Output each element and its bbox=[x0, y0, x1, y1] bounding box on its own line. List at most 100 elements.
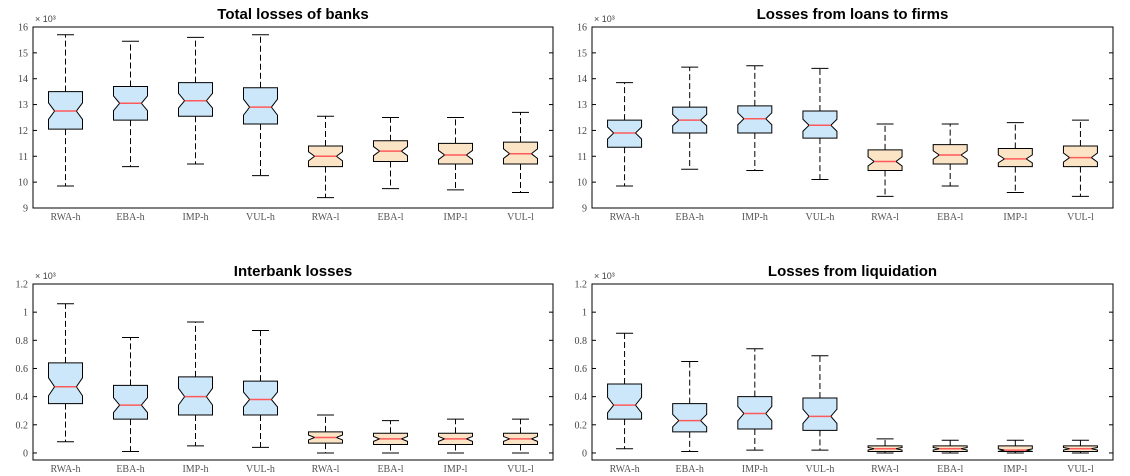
chart-panel-3: Interbank losses × 10³ 0 0.2 0.4 0.6 0.8 1 1.2 RW… bbox=[16, 263, 554, 475]
x-tick-label: RWA-h bbox=[610, 464, 640, 475]
box-IMP-l bbox=[438, 117, 473, 191]
notched-box bbox=[1062, 145, 1098, 168]
y-tick-label: 0.6 bbox=[16, 364, 29, 375]
y-tick-label: 9 bbox=[582, 204, 587, 215]
x-tick-label: VUL-h bbox=[805, 212, 834, 223]
x-tick-label: RWA-l bbox=[871, 212, 899, 223]
box-VUL-l bbox=[1062, 119, 1098, 197]
y-tick-label: 15 bbox=[18, 48, 28, 59]
x-tick-label: IMP-h bbox=[742, 212, 768, 223]
y-tick-label: 9 bbox=[23, 204, 28, 215]
box-RWA-h bbox=[48, 303, 83, 443]
box-VUL-l bbox=[503, 418, 538, 454]
box-RWA-l bbox=[308, 115, 343, 199]
y-tick-label: 0 bbox=[582, 448, 587, 459]
y-tick-label: 10 bbox=[577, 178, 587, 189]
notched-box bbox=[243, 380, 278, 416]
notched-box bbox=[438, 142, 473, 165]
chart-title: Total losses of banks bbox=[217, 6, 368, 23]
y-tick-label: 1 bbox=[582, 308, 587, 319]
x-tick-label: RWA-l bbox=[871, 464, 899, 475]
y-tick-label: 15 bbox=[577, 48, 587, 59]
box-VUL-l bbox=[503, 111, 538, 193]
box-RWA-h bbox=[607, 82, 643, 187]
box-EBA-h bbox=[113, 40, 148, 168]
axis-multiplier: × 10³ bbox=[594, 271, 615, 281]
x-tick-label: VUL-l bbox=[1067, 464, 1094, 475]
notched-box bbox=[997, 148, 1033, 168]
chart-panel-2: Losses from loans to firms × 10³ 9 10 11 12 13… bbox=[577, 6, 1114, 223]
y-tick-label: 13 bbox=[577, 100, 587, 111]
box-EBA-l bbox=[932, 439, 968, 454]
y-tick-label: 14 bbox=[18, 74, 28, 85]
x-tick-label: VUL-h bbox=[805, 464, 834, 475]
x-tick-label: RWA-h bbox=[51, 212, 81, 223]
box-EBA-l bbox=[932, 123, 968, 187]
box-VUL-h bbox=[243, 34, 278, 177]
x-tick-label: VUL-l bbox=[507, 212, 534, 223]
box-RWA-h bbox=[607, 332, 643, 450]
axis-multiplier: × 10³ bbox=[35, 14, 56, 24]
box-IMP-l bbox=[438, 418, 473, 454]
box-IMP-l bbox=[997, 439, 1033, 454]
y-tick-label: 0.8 bbox=[575, 336, 588, 347]
box-RWA-l bbox=[867, 438, 903, 454]
x-tick-label: IMP-l bbox=[1003, 212, 1027, 223]
notched-box bbox=[178, 82, 213, 117]
y-tick-label: 10 bbox=[18, 178, 28, 189]
y-tick-label: 0.2 bbox=[16, 420, 29, 431]
x-tick-label: VUL-h bbox=[246, 464, 275, 475]
plot-area bbox=[32, 26, 554, 209]
x-tick-label: EBA-l bbox=[377, 464, 403, 475]
y-tick-label: 0.2 bbox=[575, 420, 588, 431]
y-tick-label: 0.4 bbox=[16, 392, 29, 403]
plot-area bbox=[591, 283, 1114, 461]
box-IMP-h bbox=[737, 348, 773, 451]
y-tick-label: 13 bbox=[18, 100, 28, 111]
x-tick-label: VUL-h bbox=[246, 212, 275, 223]
box-VUL-l bbox=[1062, 439, 1098, 454]
box-IMP-h bbox=[178, 321, 213, 447]
box-EBA-h bbox=[672, 66, 708, 170]
x-tick-label: IMP-h bbox=[182, 464, 208, 475]
y-tick-label: 12 bbox=[18, 126, 28, 137]
notched-box bbox=[243, 87, 278, 125]
axis-multiplier: × 10³ bbox=[35, 271, 56, 281]
x-tick-label: EBA-h bbox=[116, 212, 144, 223]
plot-area bbox=[32, 283, 554, 461]
box-VUL-h bbox=[802, 67, 838, 181]
box-VUL-h bbox=[802, 355, 838, 451]
y-tick-label: 11 bbox=[18, 152, 28, 163]
y-tick-label: 1.2 bbox=[575, 280, 588, 291]
y-tick-label: 0.6 bbox=[575, 364, 588, 375]
box-IMP-h bbox=[737, 65, 773, 172]
y-tick-label: 11 bbox=[577, 152, 587, 163]
x-tick-label: VUL-l bbox=[1067, 212, 1094, 223]
y-tick-label: 12 bbox=[577, 126, 587, 137]
x-tick-label: VUL-l bbox=[507, 464, 534, 475]
x-tick-label: EBA-h bbox=[676, 464, 704, 475]
x-tick-label: IMP-h bbox=[742, 464, 768, 475]
box-IMP-l bbox=[997, 122, 1033, 193]
box-EBA-l bbox=[373, 420, 408, 454]
y-tick-label: 0.4 bbox=[575, 392, 588, 403]
box-EBA-l bbox=[373, 117, 408, 190]
x-tick-label: IMP-l bbox=[1003, 464, 1027, 475]
x-tick-label: EBA-h bbox=[116, 464, 144, 475]
chart-panel-1: Total losses of banks × 10³ 9 10 11 12 13 14 15 1… bbox=[18, 6, 554, 223]
x-tick-label: RWA-h bbox=[610, 212, 640, 223]
box-VUL-h bbox=[243, 329, 278, 448]
y-tick-label: 16 bbox=[577, 23, 587, 34]
chart-title: Interbank losses bbox=[234, 263, 352, 280]
chart-panel-4: Losses from liquidation × 10³ 0 0.2 0.4 0.6 0.… bbox=[575, 263, 1114, 475]
notched-box bbox=[867, 149, 903, 172]
notched-box bbox=[48, 362, 83, 405]
box-RWA-l bbox=[308, 414, 343, 454]
box-RWA-h bbox=[48, 34, 83, 187]
x-tick-label: IMP-l bbox=[444, 212, 468, 223]
y-tick-label: 0 bbox=[23, 448, 28, 459]
box-IMP-h bbox=[178, 36, 213, 165]
notched-box bbox=[802, 397, 838, 431]
x-tick-label: EBA-l bbox=[937, 464, 963, 475]
